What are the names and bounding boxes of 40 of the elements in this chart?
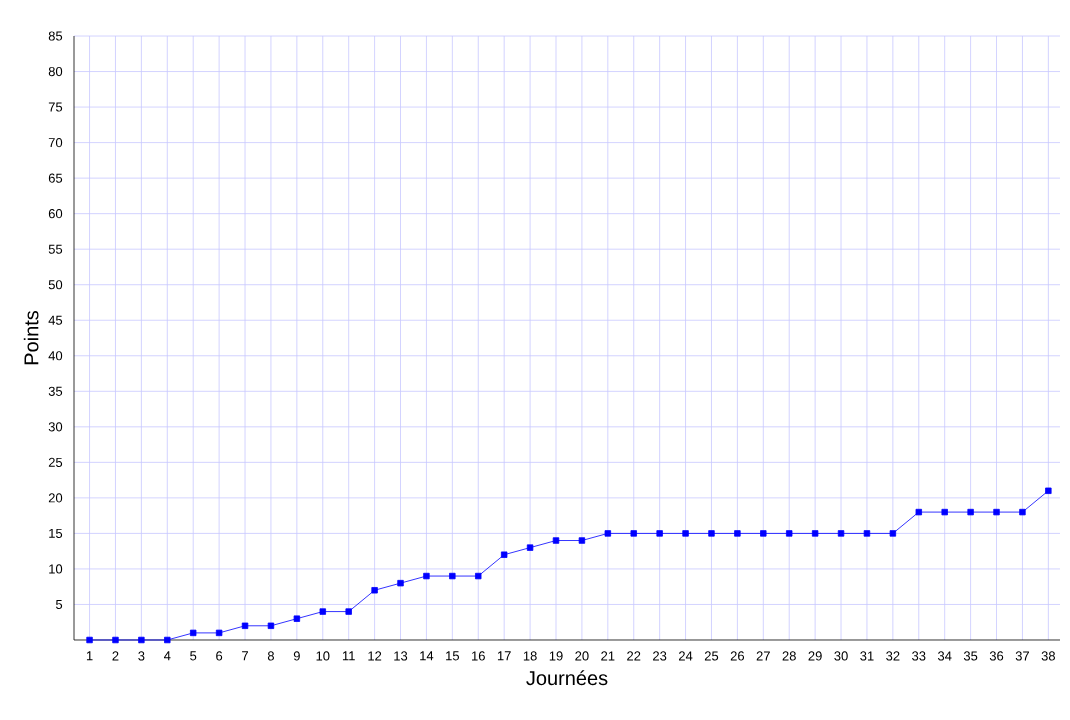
point (760, 530, 767, 537)
point (786, 530, 793, 537)
point (708, 530, 715, 537)
point (138, 636, 145, 644)
point (345, 608, 352, 615)
point (682, 530, 689, 537)
point (863, 530, 871, 537)
point (630, 530, 637, 537)
point (1019, 508, 1026, 516)
point (86, 636, 93, 644)
point (267, 622, 275, 629)
point (1045, 487, 1052, 494)
point (941, 508, 948, 516)
point (164, 636, 171, 644)
x-axis-title: Journées (526, 670, 608, 686)
point (915, 508, 922, 516)
point (889, 530, 897, 537)
point (190, 629, 197, 637)
point (604, 530, 612, 537)
point (552, 537, 560, 544)
point (241, 622, 249, 629)
point (293, 615, 301, 622)
point (215, 629, 223, 637)
point (475, 572, 482, 580)
point (526, 544, 534, 551)
point (397, 579, 404, 587)
point (319, 608, 326, 615)
point (811, 530, 819, 537)
point (423, 572, 430, 580)
point (837, 530, 845, 537)
point (656, 530, 663, 537)
point (449, 572, 456, 580)
point (578, 537, 586, 544)
point (993, 508, 1000, 516)
point (371, 587, 378, 594)
y-axis-title: Points (23, 310, 39, 365)
point (734, 530, 741, 537)
point (967, 508, 974, 516)
point (500, 551, 508, 558)
point (112, 636, 119, 644)
